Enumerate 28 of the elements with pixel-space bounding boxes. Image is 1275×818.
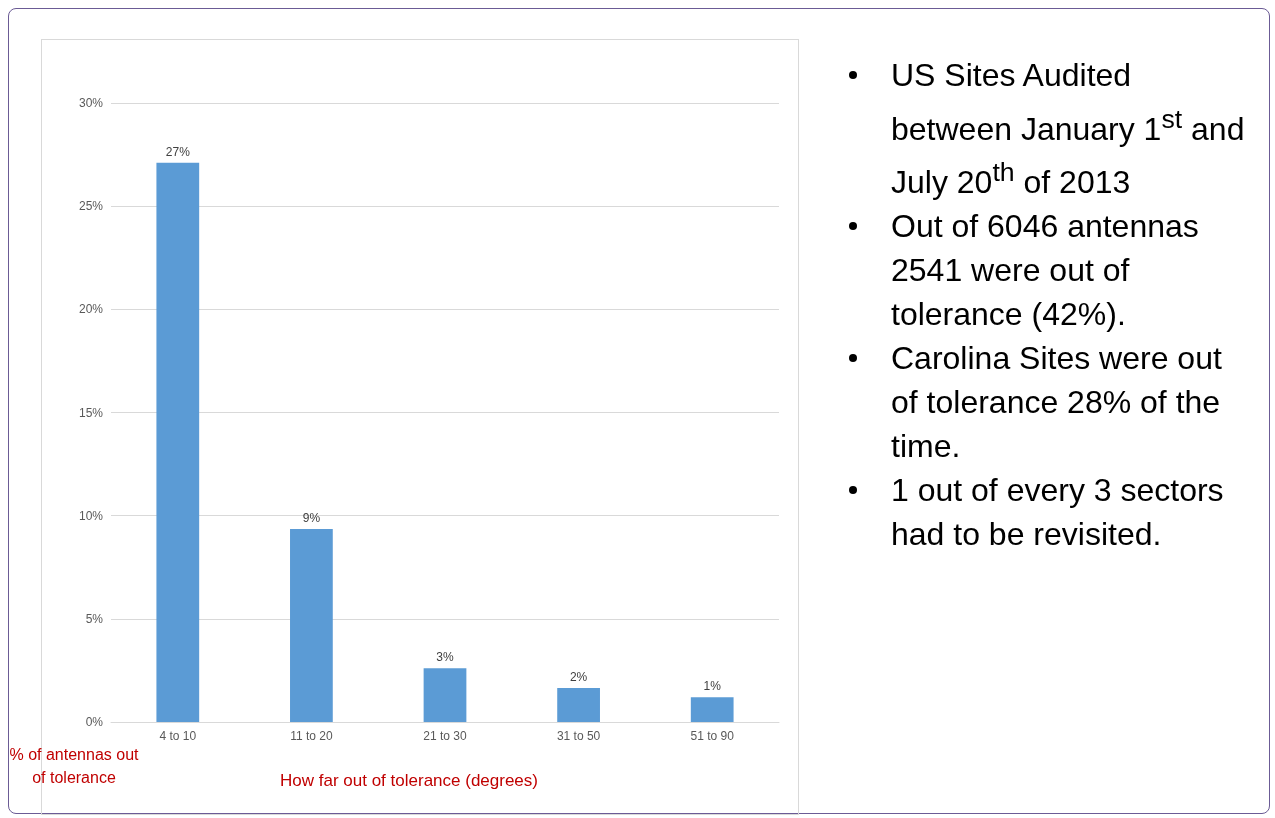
- y-tick-label: 10%: [78, 508, 104, 523]
- y-tick-label: 25%: [78, 199, 104, 214]
- data-label: 1%: [703, 679, 722, 694]
- text: 1 out of every 3 sectors had to be revisited.: [891, 472, 1224, 553]
- data-label: 2%: [569, 669, 588, 684]
- bar: [690, 697, 734, 722]
- x-axis-title: How far out of tolerance (degrees): [279, 771, 539, 791]
- bar: [156, 162, 200, 722]
- y-tick-label: 30%: [78, 96, 104, 110]
- data-label: 27%: [165, 144, 191, 159]
- x-tick-label: 51 to 90: [690, 729, 735, 743]
- data-label: 9%: [302, 511, 321, 526]
- x-tick-label: 21 to 30: [423, 729, 468, 743]
- y-tick-label: 15%: [78, 405, 104, 420]
- text: Carolina Sites were out of tolerance 28% of the time.: [891, 340, 1222, 465]
- y-axis-title: % of antennas out of tolerance: [9, 745, 139, 788]
- y-tick-label: 5%: [85, 611, 104, 626]
- bar: [423, 668, 467, 722]
- bar: [557, 687, 600, 722]
- x-tick-label: 31 to 50: [556, 729, 601, 743]
- text: US Sites Audited between January 1$^{st}$ and July 20$^{th}$ of 2013: [891, 57, 1245, 201]
- bar: [290, 529, 333, 722]
- data-label: 3%: [436, 650, 454, 665]
- text: Out of 6046 antennas 2541 were out of tolerance (42%).: [891, 208, 1199, 333]
- x-tick-label: 11 to 20: [290, 729, 333, 743]
- x-tick-label: 4 to 10: [159, 729, 197, 743]
- y-tick-label: 20%: [78, 302, 104, 317]
- y-tick-label: 0%: [85, 715, 104, 729]
